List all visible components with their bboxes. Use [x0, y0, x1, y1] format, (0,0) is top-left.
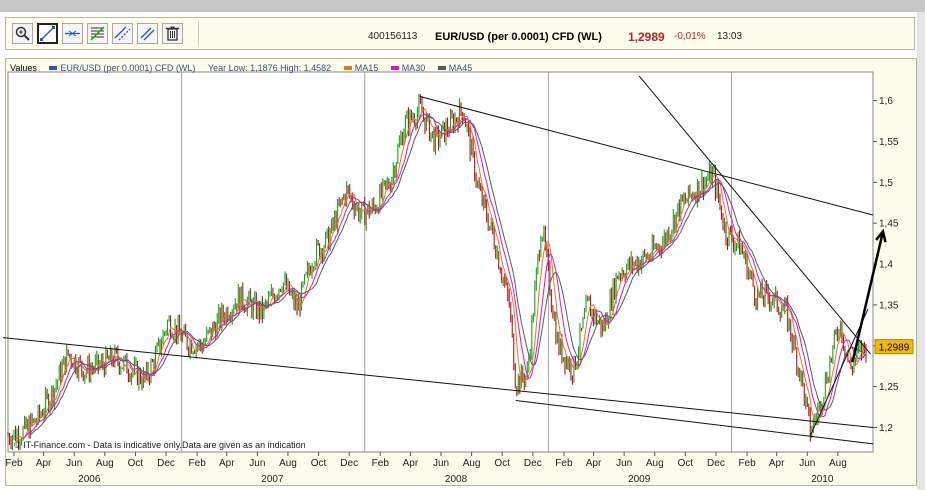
horizontal-line-icon	[65, 30, 80, 37]
trash-icon	[166, 26, 179, 41]
legend-ma30-swatch	[390, 66, 399, 71]
y-tick-label: 1,25	[879, 382, 899, 393]
trendline-lower-support-2008	[515, 400, 874, 445]
x-tick-label: Feb	[5, 458, 23, 469]
last-price: 1,2989	[628, 30, 665, 44]
chart-toolbar: 400156113 EUR/USD (per 0.0001) CFD (WL) …	[5, 17, 915, 50]
x-tick-label: Dec	[524, 458, 542, 469]
x-tick-label: Jun	[66, 458, 82, 469]
x-year-label: 2008	[445, 474, 468, 485]
delete-tool-button[interactable]	[162, 23, 183, 44]
plot-area	[7, 71, 874, 453]
x-tick-label: Jun	[433, 458, 449, 469]
data-credit: © IT-Finance.com - Data is indicative on…	[14, 440, 306, 450]
x-year-label: 2007	[261, 474, 284, 485]
x-tick-label: Aug	[829, 458, 847, 469]
x-tick-label: Apr	[586, 458, 602, 469]
trendline-steep-downtrend	[638, 75, 871, 355]
parallel-line-icon	[140, 27, 155, 41]
trendline-icon	[40, 26, 55, 41]
last-price-tag	[874, 339, 914, 355]
x-tick-label: Apr	[403, 458, 419, 469]
trendline-upper-resistance	[419, 96, 874, 216]
ma15-line	[15, 107, 867, 441]
x-tick-label: Aug	[463, 458, 481, 469]
trendline-lower-support-2006	[2, 337, 874, 428]
x-tick-label: Aug	[279, 458, 297, 469]
x-tick-label: Aug	[646, 458, 664, 469]
legend-year-range: Year Low: 1,1876 High: 1,4582	[207, 63, 332, 73]
legend-ma15-swatch	[343, 66, 352, 71]
x-tick-label: Apr	[36, 458, 52, 469]
x-tick-label: Oct	[494, 458, 510, 469]
x-year-label: 2009	[628, 474, 651, 485]
window-scroll-gutter	[917, 12, 925, 490]
legend-instrument: EUR/USD (per 0.0001) CFD (WL)	[60, 63, 196, 73]
legend-ma45: MA45	[448, 63, 473, 73]
symbol-code: 400156113	[368, 31, 418, 42]
y-tick-label: 1,35	[879, 300, 899, 311]
y-tick-label: 1,2	[879, 423, 893, 434]
magnifier-icon	[15, 26, 30, 41]
y-tick-label: 1,6	[879, 96, 893, 107]
x-tick-label: Jun	[616, 458, 632, 469]
toolbar-divider	[198, 21, 199, 46]
last-price-tag-label: 1,2989	[879, 343, 910, 354]
x-year-label: 2010	[811, 474, 834, 485]
parallel-line-tool-button[interactable]	[137, 23, 158, 44]
x-tick-label: Dec	[157, 458, 175, 469]
ma30-line	[22, 113, 867, 440]
price-change: -0,01%	[674, 31, 706, 42]
zoom-tool-button[interactable]	[12, 23, 33, 44]
legend-values-label: Values	[10, 63, 37, 73]
x-tick-label: Dec	[340, 458, 358, 469]
x-tick-label: Oct	[311, 458, 327, 469]
legend-ma15: MA15	[354, 63, 379, 73]
x-tick-label: Jun	[249, 458, 265, 469]
channel-icon	[114, 26, 131, 41]
window-top-strip	[0, 0, 925, 12]
y-tick-label: 1,45	[879, 219, 899, 230]
x-tick-label: Jun	[799, 458, 815, 469]
x-tick-label: Feb	[555, 458, 573, 469]
fibonacci-tool-button[interactable]	[87, 23, 108, 44]
projection-arrow-head	[875, 228, 887, 243]
fibonacci-icon	[90, 26, 105, 41]
projection-arrow-shaft	[851, 231, 885, 363]
legend-ma30: MA30	[401, 63, 426, 73]
legend-price-swatch	[49, 66, 58, 71]
y-tick-label: 1,4	[879, 260, 893, 271]
x-tick-label: Feb	[372, 458, 390, 469]
x-year-label: 2006	[78, 474, 101, 485]
y-tick-label: 1,55	[879, 137, 899, 148]
trendline-tool-button[interactable]	[37, 23, 58, 44]
x-tick-label: Aug	[96, 458, 114, 469]
horizontal-line-tool-button[interactable]	[62, 23, 83, 44]
trendline-uptrend-2010	[809, 308, 869, 436]
legend-ma45-swatch	[437, 66, 446, 71]
x-tick-label: Feb	[738, 458, 756, 469]
x-tick-label: Feb	[189, 458, 207, 469]
x-tick-label: Apr	[769, 458, 785, 469]
x-tick-label: Dec	[707, 458, 725, 469]
x-tick-label: Apr	[219, 458, 235, 469]
channel-tool-button[interactable]	[112, 23, 133, 44]
ma45-line	[30, 115, 867, 436]
quote-time: 13:03	[717, 31, 743, 42]
chart-legend: Values EUR/USD (per 0.0001) CFD (WL) Yea…	[10, 63, 476, 73]
x-tick-label: Oct	[128, 458, 144, 469]
symbol-name: EUR/USD (per 0.0001) CFD (WL)	[435, 31, 602, 43]
y-tick-label: 1,5	[879, 178, 893, 189]
x-tick-label: Oct	[678, 458, 694, 469]
